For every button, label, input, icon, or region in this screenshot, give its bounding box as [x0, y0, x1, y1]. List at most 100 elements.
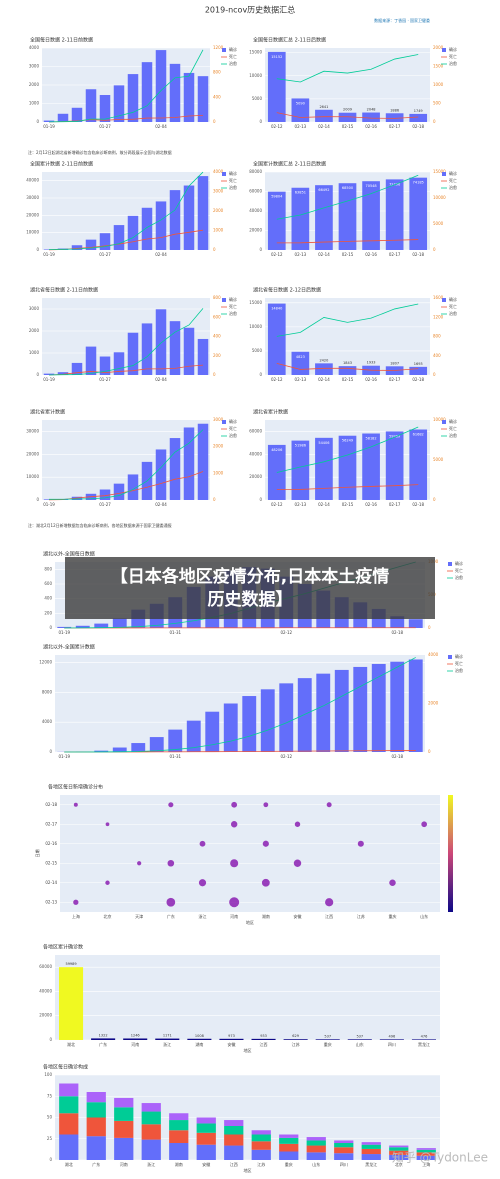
bar: [353, 666, 368, 752]
bar: [197, 423, 209, 500]
x-tick-label: 02-04: [155, 252, 167, 257]
y-tick-label: 600: [44, 581, 52, 586]
bar: [141, 207, 153, 250]
bar: [114, 1097, 134, 1108]
y-tick-label: 0: [49, 625, 52, 630]
y-tick-label: 02-16: [45, 841, 57, 846]
y-tick-label: 1000: [29, 101, 40, 106]
legend-label: 确诊: [449, 296, 457, 302]
y-tick-label: 10000: [26, 230, 39, 235]
y-tick-label: 40000: [39, 988, 52, 993]
bar: [169, 321, 181, 375]
data-label: 1246: [131, 1033, 140, 1037]
y2-tick-label: 5000: [433, 457, 444, 462]
data-label: 70548: [366, 184, 377, 188]
line-series: [48, 308, 204, 376]
bar: [112, 747, 127, 752]
y2-tick-label: 1500: [433, 64, 444, 69]
y2-tick-label: 0: [213, 119, 216, 124]
y-tick-label: 20000: [249, 474, 262, 479]
banner-line: 【日本各地区疫情分布,日本本土疫情: [111, 566, 389, 587]
bar: [279, 683, 294, 752]
x-tick-label: 河南: [120, 1161, 128, 1167]
legend-swatch: [222, 172, 226, 176]
y-tick-label: 10000: [249, 73, 262, 78]
legend-swatch: [448, 655, 452, 659]
x-axis-label: 地区: [244, 1047, 252, 1053]
legend-swatch: [222, 420, 226, 424]
x-tick-label: 02-14: [318, 124, 330, 129]
x-tick-label: 江苏: [292, 1041, 300, 1047]
legend-label: 死亡: [449, 303, 457, 309]
bar: [85, 89, 97, 122]
bar: [306, 1145, 326, 1153]
y2-tick-label: 200: [213, 353, 221, 358]
bar: [86, 1136, 106, 1160]
x-tick-label: 江西: [230, 1161, 238, 1167]
bubble: [293, 859, 302, 867]
y2-tick-label: 0: [433, 247, 436, 252]
data-label: 59989: [389, 434, 400, 438]
source-link[interactable]: 数据来源：丁香园 · 国家卫健委: [374, 17, 430, 23]
x-tick-label: 02-17: [389, 502, 401, 507]
bar: [127, 215, 139, 250]
legend-label: 死亡: [455, 567, 463, 573]
bubble: [326, 802, 332, 808]
line-series: [48, 429, 204, 500]
line-series: [276, 174, 419, 220]
y2-tick-label: 1600: [433, 295, 444, 300]
bar: [279, 1151, 299, 1160]
bar: [169, 438, 181, 500]
bar: [169, 1130, 189, 1143]
data-label: 496: [389, 1034, 396, 1038]
legend-label: 治愈: [229, 184, 237, 190]
x-tick-label: 湖南: [175, 1161, 183, 1167]
x-tick-label: 01-19: [43, 502, 55, 507]
x-axis-label: 地区: [244, 1167, 252, 1173]
line-series: [276, 112, 419, 119]
y2-tick-label: 400: [213, 94, 221, 99]
x-tick-label: 02-12: [271, 124, 283, 129]
y-tick-label: 0: [259, 372, 262, 377]
x-tick-label: 01-19: [43, 377, 55, 382]
bar: [187, 1038, 212, 1040]
bar: [416, 1149, 436, 1153]
legend-label: 治愈: [449, 184, 457, 190]
bar: [169, 1143, 189, 1160]
x-tick-label: 四川: [388, 1042, 396, 1047]
bar: [361, 1148, 381, 1155]
y-tick-label: 40000: [249, 208, 262, 213]
bar: [113, 85, 125, 122]
line-series: [276, 54, 419, 83]
line-series: [48, 229, 204, 251]
chart-title: 各地区累计确诊数: [43, 944, 83, 951]
y2-tick-label: 0: [433, 119, 436, 124]
legend-label: 治愈: [229, 432, 237, 438]
x-axis-label: 地区: [246, 919, 254, 925]
bar: [59, 1113, 79, 1135]
bar: [224, 1145, 244, 1160]
x-tick-label: 广东: [99, 1041, 107, 1047]
chart-title: 全国每日数据汇总 2-11日后数据: [253, 37, 326, 44]
legend-label: 确诊: [449, 418, 457, 424]
bar: [196, 1144, 216, 1160]
data-label: 476: [421, 1034, 428, 1038]
x-tick-label: 北京: [104, 913, 112, 919]
plot-area: [55, 655, 425, 752]
bar: [85, 239, 97, 250]
data-label: 14840: [271, 307, 282, 311]
x-tick-label: 广东: [167, 913, 175, 919]
legend-label: 死亡: [229, 303, 237, 309]
legend-label: 确诊: [455, 653, 463, 659]
x-tick-label: 02-18: [412, 124, 424, 129]
y-tick-label: 60000: [249, 189, 262, 194]
bar: [334, 1140, 354, 1143]
y-tick-label: 5000: [252, 348, 263, 353]
bar: [416, 1148, 436, 1150]
bar: [141, 1139, 161, 1160]
line-series: [276, 239, 419, 244]
x-tick-label: 上海: [422, 1161, 430, 1167]
chart-title: 湖北省每日数据 2-12日后数据: [253, 287, 321, 294]
y-tick-label: 10000: [26, 474, 39, 479]
bar: [155, 449, 167, 500]
